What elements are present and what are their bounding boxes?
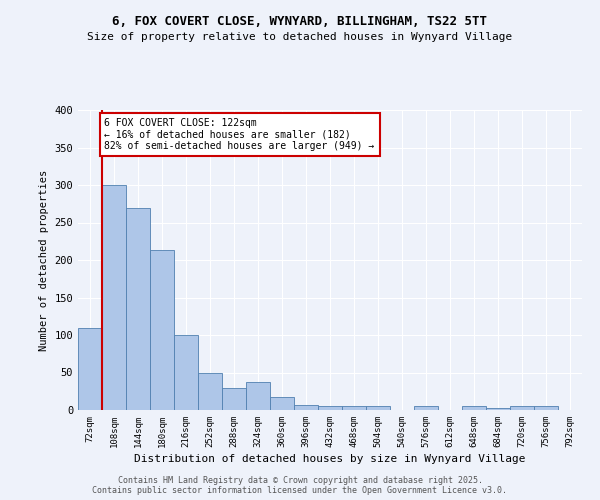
Text: Size of property relative to detached houses in Wynyard Village: Size of property relative to detached ho…: [88, 32, 512, 42]
Y-axis label: Number of detached properties: Number of detached properties: [39, 170, 49, 350]
Bar: [246, 382, 270, 410]
Bar: [126, 208, 150, 410]
Bar: [222, 388, 246, 410]
Bar: [318, 406, 342, 410]
Bar: [78, 328, 102, 410]
Text: Contains HM Land Registry data © Crown copyright and database right 2025.
Contai: Contains HM Land Registry data © Crown c…: [92, 476, 508, 495]
Bar: [198, 372, 222, 410]
Bar: [510, 406, 534, 410]
Bar: [534, 406, 558, 410]
Bar: [102, 185, 126, 410]
Bar: [150, 250, 174, 410]
Bar: [174, 335, 198, 410]
Text: 6 FOX COVERT CLOSE: 122sqm
← 16% of detached houses are smaller (182)
82% of sem: 6 FOX COVERT CLOSE: 122sqm ← 16% of deta…: [104, 118, 374, 150]
Bar: [294, 405, 318, 410]
Bar: [462, 406, 486, 410]
Bar: [270, 397, 294, 410]
X-axis label: Distribution of detached houses by size in Wynyard Village: Distribution of detached houses by size …: [134, 454, 526, 464]
Bar: [414, 406, 438, 410]
Text: 6, FOX COVERT CLOSE, WYNYARD, BILLINGHAM, TS22 5TT: 6, FOX COVERT CLOSE, WYNYARD, BILLINGHAM…: [113, 15, 487, 28]
Bar: [366, 406, 390, 410]
Bar: [486, 408, 510, 410]
Bar: [342, 406, 366, 410]
